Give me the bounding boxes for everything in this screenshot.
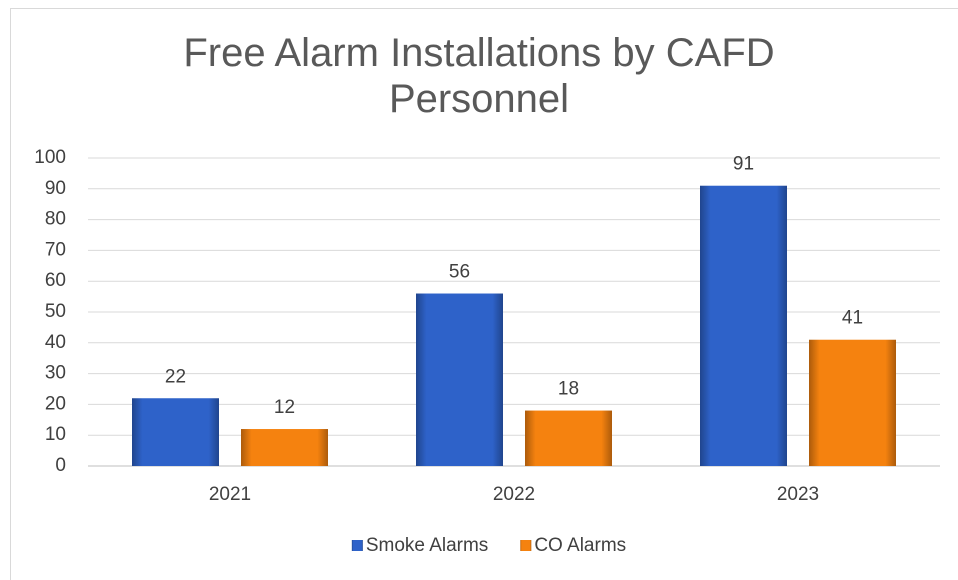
y-tick-label: 70 bbox=[45, 239, 66, 260]
y-tick-label: 60 bbox=[45, 270, 66, 291]
bar bbox=[809, 339, 896, 466]
legend-swatch bbox=[351, 540, 363, 551]
bar bbox=[700, 185, 787, 466]
chart-frame bbox=[10, 8, 958, 580]
x-tick-label: 2023 bbox=[777, 484, 819, 505]
bar bbox=[525, 410, 612, 466]
y-tick-label: 30 bbox=[45, 363, 66, 384]
y-tick-label: 90 bbox=[45, 178, 66, 199]
legend-label: Smoke Alarms bbox=[366, 535, 488, 556]
y-tick-label: 80 bbox=[45, 209, 66, 230]
data-label: 91 bbox=[733, 154, 754, 175]
chart-title: Free Alarm Installations by CAFD Personn… bbox=[183, 31, 775, 121]
data-label: 56 bbox=[449, 262, 470, 283]
y-tick-label: 50 bbox=[45, 301, 66, 322]
legend-label: CO Alarms bbox=[534, 535, 626, 556]
y-tick-label: 10 bbox=[45, 424, 66, 445]
y-tick-label: 20 bbox=[45, 393, 66, 414]
x-tick-label: 2021 bbox=[209, 484, 251, 505]
y-tick-label: 100 bbox=[34, 147, 66, 168]
bar bbox=[416, 293, 503, 466]
data-label: 18 bbox=[558, 379, 579, 400]
data-label: 22 bbox=[165, 366, 186, 387]
legend-swatch bbox=[520, 540, 532, 551]
y-tick-label: 40 bbox=[45, 332, 66, 353]
x-tick-label: 2022 bbox=[493, 484, 535, 505]
y-tick-label: 0 bbox=[55, 455, 66, 476]
bar bbox=[241, 429, 328, 466]
data-label: 41 bbox=[842, 308, 863, 329]
bar bbox=[132, 398, 219, 466]
data-label: 12 bbox=[274, 397, 295, 418]
